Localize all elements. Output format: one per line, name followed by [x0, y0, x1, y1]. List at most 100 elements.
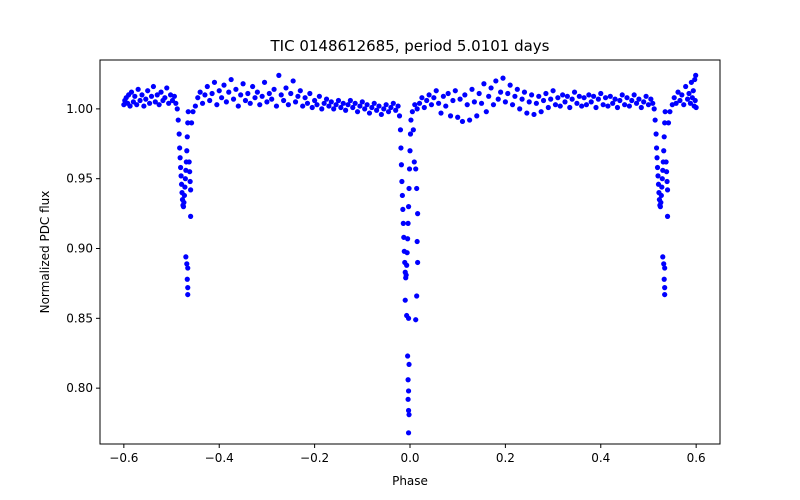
x-tick-label: 0.2	[496, 451, 515, 465]
data-point	[134, 102, 140, 108]
data-point	[524, 110, 530, 116]
data-point	[443, 103, 449, 109]
data-point	[550, 88, 556, 94]
data-point	[478, 100, 485, 106]
chart-title: TIC 0148612685, period 5.0101 days	[269, 37, 549, 55]
data-point	[555, 95, 561, 101]
data-point	[340, 100, 346, 106]
data-point	[662, 109, 668, 115]
x-tick-label: 0.4	[591, 451, 610, 465]
data-point	[185, 285, 191, 291]
data-point	[612, 96, 618, 102]
data-point	[321, 100, 327, 106]
data-point	[300, 103, 306, 109]
data-point	[648, 96, 654, 102]
data-point	[657, 204, 663, 210]
data-point	[188, 187, 194, 193]
data-point	[415, 259, 421, 266]
data-point	[662, 285, 668, 291]
data-point	[128, 89, 135, 95]
data-point	[369, 104, 375, 111]
data-point	[663, 159, 669, 165]
data-point	[607, 93, 613, 99]
data-point	[593, 104, 599, 111]
data-point	[569, 96, 575, 102]
data-point	[233, 86, 239, 92]
data-point	[495, 96, 501, 102]
y-tick-label: 0.80	[66, 381, 93, 395]
data-point	[405, 388, 412, 394]
data-point	[250, 83, 256, 90]
data-point	[395, 103, 401, 109]
data-point	[404, 250, 410, 256]
data-point	[328, 99, 334, 105]
data-point	[624, 95, 630, 101]
data-point	[347, 97, 353, 104]
data-point	[240, 81, 246, 87]
data-point	[414, 185, 420, 192]
data-point	[502, 99, 508, 105]
data-point	[664, 178, 670, 185]
data-point	[388, 104, 394, 111]
data-point	[366, 110, 373, 116]
data-point	[312, 97, 318, 104]
data-point	[405, 353, 411, 359]
data-point	[673, 100, 679, 106]
data-point	[517, 106, 523, 112]
data-point	[383, 102, 389, 108]
data-point	[655, 173, 661, 179]
data-point	[455, 114, 461, 120]
data-point	[692, 97, 698, 104]
data-point	[178, 173, 184, 179]
data-point	[175, 117, 181, 123]
data-point	[190, 109, 196, 115]
data-point	[512, 93, 518, 99]
data-point	[187, 178, 193, 185]
data-point	[183, 254, 189, 260]
data-point	[586, 92, 592, 98]
data-point	[661, 276, 667, 282]
data-point	[469, 86, 475, 92]
data-point	[683, 83, 689, 90]
data-point	[405, 396, 411, 402]
data-point	[166, 100, 172, 106]
data-point	[545, 104, 551, 111]
data-point	[412, 102, 418, 108]
data-point	[402, 297, 408, 303]
x-axis-label: Phase	[392, 474, 428, 488]
data-point	[433, 88, 439, 94]
data-point	[411, 159, 417, 165]
data-point	[297, 88, 303, 94]
plot-area-frame	[99, 59, 721, 445]
data-point	[230, 96, 237, 102]
data-point	[257, 102, 263, 108]
data-point	[135, 86, 141, 92]
data-point	[400, 220, 406, 226]
data-point	[180, 204, 187, 210]
data-point	[538, 109, 544, 115]
data-point	[199, 100, 206, 106]
data-point	[364, 102, 370, 108]
data-point	[407, 148, 413, 154]
data-point	[406, 361, 412, 368]
data-point	[636, 96, 642, 102]
data-point	[400, 206, 406, 213]
data-point	[403, 272, 409, 278]
data-point	[564, 93, 570, 99]
data-point	[319, 106, 325, 112]
data-point	[211, 79, 218, 85]
data-point	[137, 97, 143, 104]
data-point	[357, 103, 363, 109]
x-tick-label: 0.6	[687, 451, 706, 465]
data-point	[652, 117, 658, 123]
data-point	[505, 90, 511, 97]
data-point	[192, 103, 198, 109]
data-point	[178, 164, 184, 171]
data-point	[397, 127, 404, 133]
data-point	[406, 185, 412, 192]
data-point	[476, 90, 482, 97]
data-point	[182, 184, 188, 190]
data-point	[633, 100, 640, 106]
data-point	[471, 99, 477, 105]
data-point	[459, 118, 466, 125]
